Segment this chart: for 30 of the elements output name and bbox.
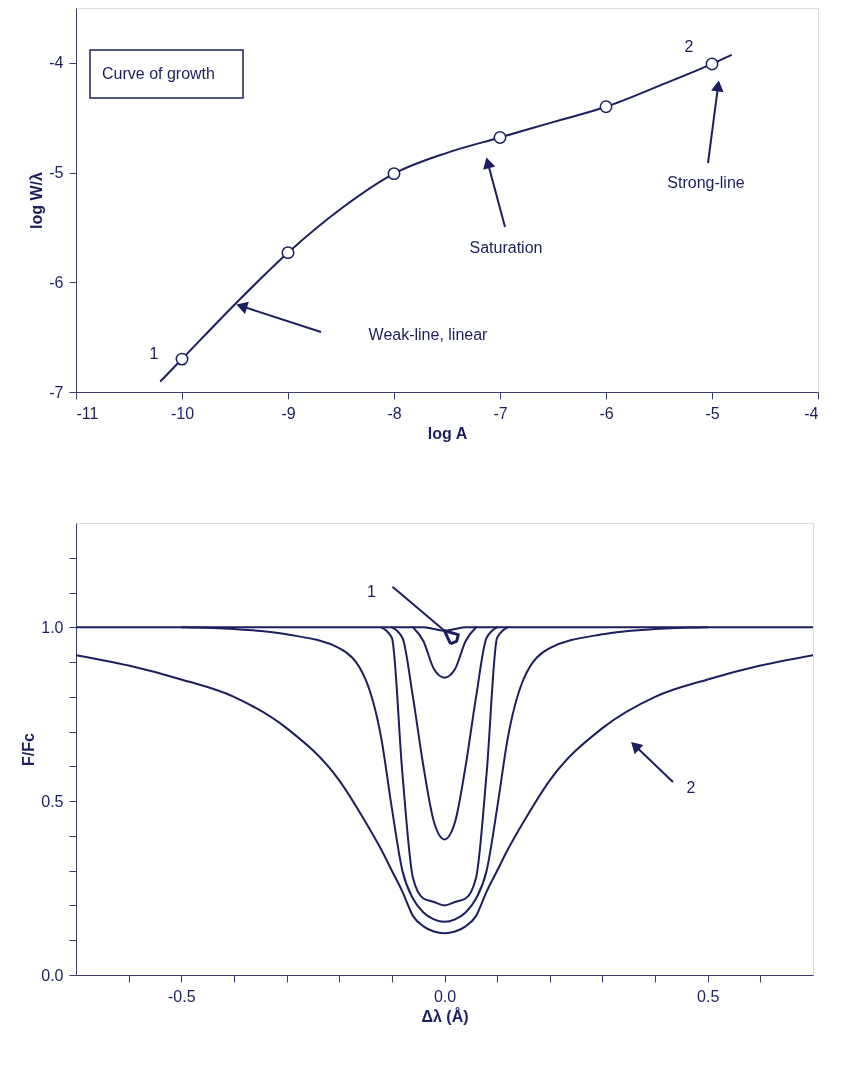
x-tick-label: -8 [387, 404, 402, 422]
x-tick-label: -9 [281, 404, 296, 422]
x-axis-title: Δλ (Å) [421, 1006, 469, 1025]
y-tick-label: -4 [49, 54, 64, 72]
x-tick-label: 0.0 [433, 987, 457, 1005]
annotation: Curve of growth [102, 65, 215, 82]
annotation: Weak-line, linear [368, 326, 489, 343]
x-axis-title: log A [427, 424, 468, 442]
y-axis-title: F/Fc [20, 732, 38, 766]
y-tick-label: 1.0 [41, 618, 64, 636]
y-axis-title: log W/λ [28, 171, 46, 229]
x-tick-label: -11 [76, 404, 99, 422]
x-tick-label: -7 [493, 404, 508, 422]
x-tick-label: -4 [804, 404, 819, 422]
x-tick-label: 0.5 [697, 987, 720, 1005]
x-tick-label: -5 [705, 404, 720, 422]
annotation: Saturation [469, 239, 543, 256]
annotation: 1 [149, 345, 159, 363]
y-tick-label: -5 [49, 164, 64, 182]
x-tick-label: -10 [170, 404, 195, 422]
annotation: Strong-line [667, 174, 745, 191]
y-tick-label: 0.5 [41, 792, 64, 810]
annotation: 1 [367, 582, 377, 600]
annotation: 2 [684, 37, 694, 55]
y-tick-label: -7 [49, 383, 64, 401]
annotation: 2 [686, 779, 696, 796]
y-tick-label: 0.0 [41, 966, 64, 984]
x-tick-label: -6 [599, 404, 614, 422]
x-tick-label: -0.5 [168, 987, 196, 1005]
y-tick-label: -6 [49, 273, 64, 291]
